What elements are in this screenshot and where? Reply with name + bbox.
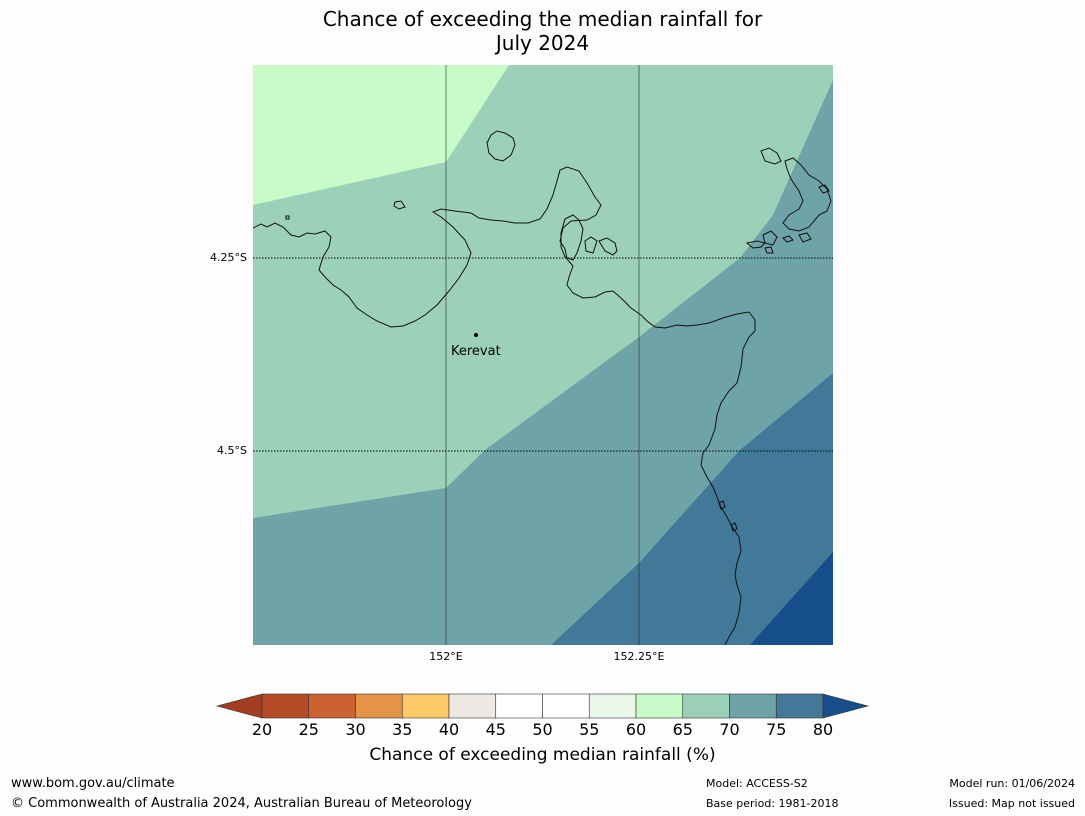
colorbar-tick-label: 70 <box>719 720 740 739</box>
zone-80-plus <box>750 552 833 645</box>
title-line-2: July 2024 <box>495 31 590 55</box>
map-title: Chance of exceeding the median rainfall … <box>0 7 1085 55</box>
colorbar-tick-label: 30 <box>345 720 366 739</box>
colorbar-tick-label: 35 <box>392 720 413 739</box>
coastline <box>253 130 832 645</box>
issued-text: Issued: Map not issued <box>948 797 1075 810</box>
website-text: www.bom.gov.au/climate <box>11 776 175 791</box>
title-line-1: Chance of exceeding the median rainfall … <box>322 7 763 31</box>
colorbar <box>215 693 870 719</box>
lon-label-152: 152°E <box>429 650 463 663</box>
model-text: Model: ACCESS-S2 <box>706 777 808 790</box>
colorbar-label: Chance of exceeding median rainfall (%) <box>369 745 716 765</box>
colorbar-segment <box>542 693 590 719</box>
colorbar-tick-label: 20 <box>251 720 273 739</box>
lat-label-4-5: 4.5°S <box>217 444 247 457</box>
colorbar-segment <box>729 693 777 719</box>
colorbar-segment <box>308 693 356 719</box>
colorbar-tick-label: 50 <box>532 720 553 739</box>
model-run-text: Model run: 01/06/2024 <box>949 777 1075 790</box>
colorbar-segment <box>355 693 403 719</box>
colorbar-tick-label: 80 <box>812 720 834 739</box>
kerevat-marker <box>474 333 478 337</box>
zone-60-65 <box>253 65 509 205</box>
colorbar-tick-label: 75 <box>766 720 787 739</box>
colorbar-tick-label: 60 <box>625 720 647 739</box>
zone-70-75 <box>253 80 833 645</box>
colorbar-extend-low <box>215 693 263 719</box>
lat-label-4-25: 4.25°S <box>210 251 247 264</box>
copyright-text: © Commonwealth of Australia 2024, Austra… <box>11 796 472 811</box>
colorbar-tick-label: 65 <box>672 720 693 739</box>
kerevat-label: Kerevat <box>451 344 501 359</box>
colorbar-tick-label: 40 <box>438 720 460 739</box>
colorbar-segment <box>495 693 543 719</box>
lon-label-152-25: 152.25°E <box>613 650 665 663</box>
colorbar-segment <box>682 693 730 719</box>
colorbar-tick-label: 45 <box>485 720 506 739</box>
colorbar-tick-label: 55 <box>579 720 600 739</box>
colorbar-segment <box>775 693 824 719</box>
colorbar-segment <box>261 693 310 719</box>
colorbar-segment <box>401 693 450 719</box>
rainfall-map: Kerevat <box>253 65 833 645</box>
colorbar-segment <box>588 693 637 719</box>
colorbar-extend-high <box>822 693 870 719</box>
base-period-text: Base period: 1981-2018 <box>706 797 839 810</box>
zone-75-80 <box>551 373 833 645</box>
colorbar-segment <box>635 693 684 719</box>
colorbar-segment <box>448 693 497 719</box>
colorbar-tick-label: 25 <box>298 720 319 739</box>
